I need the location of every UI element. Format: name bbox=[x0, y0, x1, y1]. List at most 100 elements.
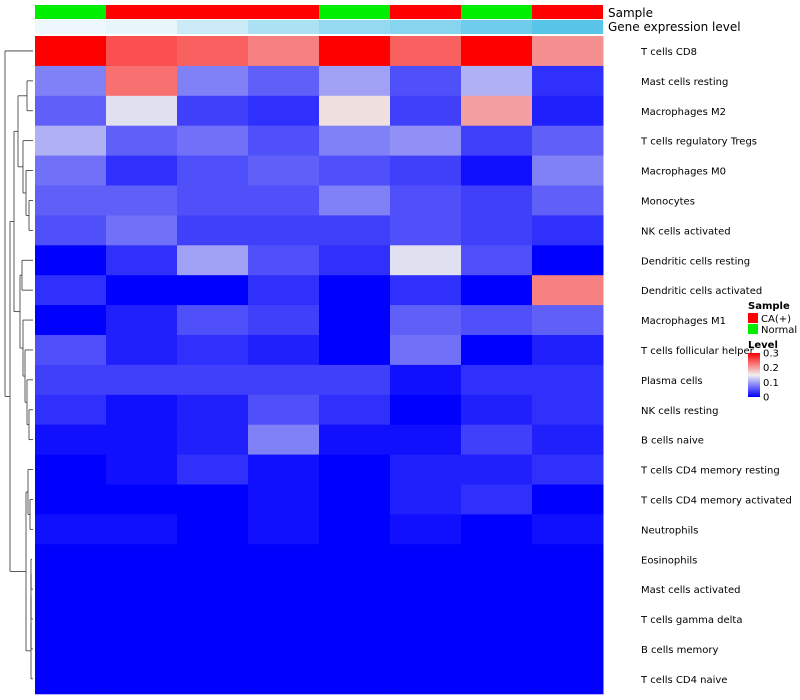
heatmap-cell bbox=[106, 634, 178, 665]
heatmap-cell bbox=[319, 65, 391, 97]
heatmap-cell bbox=[248, 95, 320, 127]
heatmap-cell bbox=[461, 484, 533, 515]
heatmap-cell bbox=[106, 454, 178, 485]
heatmap-cell bbox=[532, 663, 604, 695]
legend-label-ca: CA(+) bbox=[761, 314, 791, 325]
heatmap-cell bbox=[461, 305, 533, 336]
heatmap-cell bbox=[106, 185, 178, 216]
heatmap-cell bbox=[319, 604, 391, 635]
heatmap-cell bbox=[532, 634, 604, 665]
row-label: T cells CD8 bbox=[640, 47, 697, 58]
heatmap-cell bbox=[35, 36, 107, 67]
heatmap-cell bbox=[390, 454, 462, 485]
heatmap-cell bbox=[319, 484, 391, 515]
heatmap-cell bbox=[106, 155, 178, 186]
heatmap-cell bbox=[390, 544, 462, 575]
heatmap-cell bbox=[106, 394, 178, 426]
heatmap-cell bbox=[106, 95, 178, 127]
gene-track-cell bbox=[35, 20, 106, 34]
heatmap-cell bbox=[390, 305, 462, 336]
heatmap-cell bbox=[35, 394, 107, 426]
row-label: T cells follicular helper bbox=[640, 346, 755, 357]
heatmap-cell bbox=[177, 305, 249, 336]
gene-track-cell bbox=[390, 20, 461, 34]
heatmap-cell bbox=[532, 484, 604, 515]
row-label: Dendritic cells activated bbox=[641, 286, 762, 297]
row-label: NK cells resting bbox=[641, 406, 718, 417]
heatmap-cell bbox=[35, 514, 107, 545]
heatmap-cell bbox=[106, 245, 178, 276]
heatmap-cell bbox=[177, 454, 249, 485]
heatmap-cell bbox=[461, 275, 533, 306]
heatmap-cell bbox=[248, 424, 320, 456]
gene-track-cell bbox=[461, 20, 532, 34]
heatmap-cell bbox=[532, 574, 604, 605]
heatmap-cell bbox=[319, 125, 391, 157]
heatmap-cell bbox=[319, 245, 391, 276]
heatmap-cell bbox=[390, 215, 462, 246]
heatmap-cell bbox=[461, 634, 533, 665]
heatmap-cell bbox=[319, 155, 391, 186]
row-label: T cells regulatory Tregs bbox=[640, 137, 757, 148]
heatmap-cell bbox=[177, 335, 249, 366]
heatmap-cell bbox=[248, 215, 320, 246]
heatmap-cell bbox=[532, 65, 604, 97]
heatmap-cell bbox=[319, 394, 391, 426]
gene-track-cell bbox=[177, 20, 248, 34]
level-tick-label: 0 bbox=[763, 393, 769, 404]
row-label: B cells naive bbox=[641, 436, 704, 447]
heatmap-cell bbox=[177, 424, 249, 456]
row-label: Dendritic cells resting bbox=[641, 256, 750, 267]
heatmap-cell bbox=[461, 574, 533, 605]
sample-track-cell bbox=[319, 5, 390, 19]
heatmap-cell bbox=[390, 36, 462, 67]
heatmap-cell bbox=[319, 95, 391, 127]
heatmap-cell bbox=[35, 305, 107, 336]
heatmap-cell bbox=[461, 185, 533, 216]
heatmap-cell bbox=[177, 514, 249, 545]
heatmap-cell bbox=[106, 514, 178, 545]
heatmap-cell bbox=[248, 125, 320, 157]
heatmap-cell bbox=[106, 604, 178, 635]
sample-track-cell bbox=[461, 5, 532, 19]
heatmap-cell bbox=[248, 634, 320, 665]
heatmap-cell bbox=[106, 275, 178, 306]
heatmap-cell bbox=[248, 394, 320, 426]
gene-track-cell bbox=[106, 20, 177, 34]
heatmap-cell bbox=[461, 514, 533, 545]
heatmap-cell bbox=[390, 275, 462, 306]
heatmap-cell bbox=[177, 484, 249, 515]
heatmap-cell bbox=[319, 185, 391, 216]
row-label: Macrophages M0 bbox=[641, 167, 726, 178]
heatmap-cell bbox=[248, 245, 320, 276]
heatmap-cell bbox=[461, 36, 533, 67]
heatmap-cell bbox=[248, 484, 320, 515]
heatmap-cell bbox=[177, 95, 249, 127]
heatmap-cell bbox=[106, 364, 178, 396]
heatmap-cells bbox=[35, 36, 604, 695]
heatmap-cell bbox=[532, 185, 604, 216]
heatmap-cell bbox=[248, 185, 320, 216]
heatmap-cell bbox=[106, 335, 178, 366]
heatmap-cell bbox=[390, 634, 462, 665]
heatmap-cell bbox=[390, 155, 462, 186]
heatmap-cell bbox=[390, 364, 462, 396]
legend: Sample CA(+) Normal Level 0.3 0.2 0.1 0 bbox=[748, 301, 797, 404]
row-label: Monocytes bbox=[641, 196, 695, 207]
heatmap-cell bbox=[319, 364, 391, 396]
heatmap-cell bbox=[319, 335, 391, 366]
sample-track-cell bbox=[35, 5, 106, 19]
heatmap-cell bbox=[35, 364, 107, 396]
heatmap-cell bbox=[35, 245, 107, 276]
gene-track-label: Gene expression level bbox=[608, 20, 741, 34]
row-label: T cells gamma delta bbox=[640, 615, 742, 626]
heatmap-cell bbox=[461, 394, 533, 426]
heatmap-cell bbox=[177, 574, 249, 605]
heatmap-cell bbox=[319, 574, 391, 605]
level-colorbar bbox=[748, 353, 760, 397]
heatmap-cell bbox=[319, 634, 391, 665]
heatmap-cell bbox=[177, 364, 249, 396]
heatmap-cell bbox=[461, 424, 533, 456]
heatmap-cell bbox=[461, 544, 533, 575]
